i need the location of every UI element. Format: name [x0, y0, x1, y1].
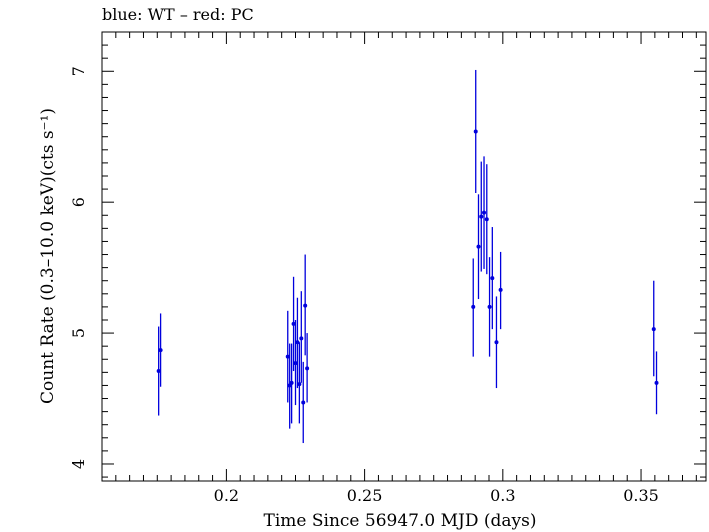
- y-axis-label: Count Rate (0.3–10.0 keV)(cts s⁻¹): [38, 108, 58, 404]
- data-point: [301, 400, 306, 405]
- data-point: [654, 380, 659, 385]
- data-point: [295, 340, 300, 345]
- plot-frame: [101, 31, 707, 482]
- data-point: [484, 217, 489, 222]
- y-axis: 4 5 6 7: [69, 44, 706, 478]
- chart-title: blue: WT – red: PC: [102, 5, 254, 24]
- y-tick-label: 7: [69, 66, 88, 76]
- y-tick-label: 5: [69, 328, 88, 338]
- data-point: [297, 382, 302, 387]
- x-tick-label: 0.3: [490, 486, 515, 505]
- data-point: [651, 327, 656, 332]
- data-point: [490, 276, 495, 281]
- data-point: [293, 361, 298, 366]
- data-points: [156, 69, 659, 444]
- x-axis: 0.2 0.25 0.3 0.35: [101, 32, 697, 505]
- data-point: [299, 336, 304, 341]
- data-point: [289, 380, 294, 385]
- data-point: [494, 340, 499, 345]
- x-axis-label: Time Since 56947.0 MJD (days): [264, 511, 537, 531]
- data-point: [476, 244, 481, 249]
- data-point: [471, 304, 476, 309]
- data-point: [498, 287, 503, 292]
- x-tick-label: 0.2: [214, 486, 239, 505]
- data-point: [285, 354, 290, 359]
- data-point: [291, 321, 296, 326]
- y-tick-label: 4: [69, 459, 88, 469]
- x-tick-label: 0.25: [347, 486, 383, 505]
- data-point: [487, 304, 492, 309]
- data-point: [305, 366, 310, 371]
- data-point: [303, 303, 308, 308]
- x-tick-label: 0.35: [623, 486, 659, 505]
- data-point: [479, 214, 484, 219]
- data-point: [473, 129, 478, 134]
- data-point: [482, 210, 487, 215]
- data-point: [156, 369, 161, 374]
- data-point: [158, 348, 163, 353]
- y-tick-label: 6: [69, 197, 88, 207]
